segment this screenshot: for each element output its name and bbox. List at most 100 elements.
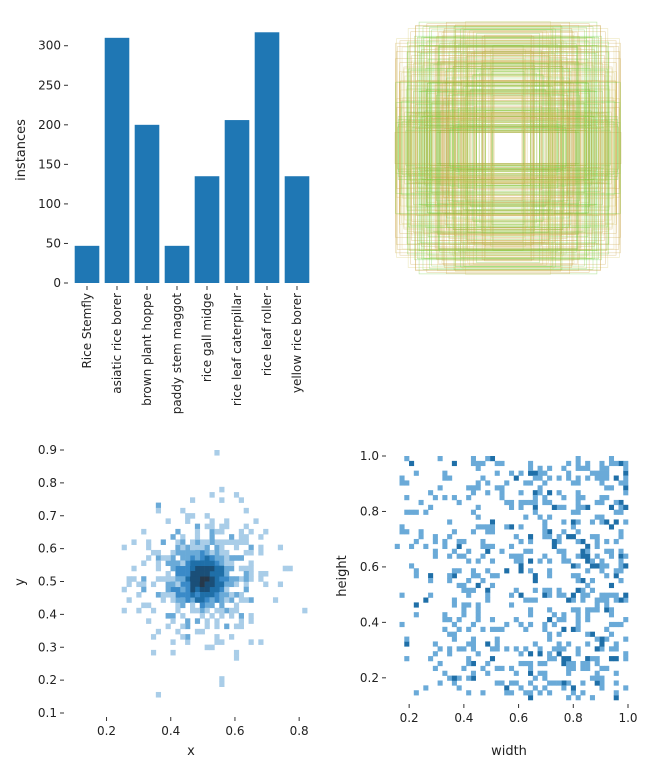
bar-ytick-label: 50 (46, 236, 61, 250)
wh-heat-cell (575, 465, 581, 471)
xy-heat-cell (209, 613, 215, 619)
xy-heat-cell (190, 581, 196, 588)
wh-heat-cell (523, 548, 529, 554)
xy-heat-cell (209, 534, 215, 540)
bbox-outline (418, 21, 598, 275)
wh-heat-cell (542, 524, 548, 530)
xy-heat-cell (243, 534, 249, 540)
xy-heat-cell (209, 539, 215, 545)
wh-heat-cell (513, 617, 519, 623)
wh-heat-cell (528, 534, 534, 540)
xy-heat-cell (180, 576, 186, 582)
wh-heat-cell (542, 480, 548, 486)
wh-heat-cell (528, 690, 534, 696)
wh-heat-cell (509, 690, 515, 696)
bar (284, 176, 310, 283)
wh-heat-cell (447, 519, 453, 525)
bbox-outline (410, 31, 606, 265)
bbox-outline (492, 53, 524, 243)
wh-heat-cell (470, 509, 476, 515)
bbox-outline (396, 38, 620, 258)
xy-heat-cell (214, 623, 220, 630)
wh-heat-cell (561, 617, 567, 623)
wh-heat-cell (442, 612, 448, 618)
wh-heat-cell (542, 470, 548, 476)
bbox-outline (469, 30, 547, 266)
bbox-outline (449, 127, 567, 169)
wh-heat-cell (618, 529, 624, 535)
bbox-outline (475, 60, 541, 236)
bbox-outline (449, 41, 567, 255)
xy-heat-cell (185, 513, 191, 519)
bbox-outline (429, 117, 587, 179)
wh-heat-cell (404, 509, 410, 515)
xy-heat-cell (258, 639, 264, 645)
xy-heat-cell (175, 607, 181, 614)
wh-heat-cell (618, 563, 624, 569)
xy-heat-cell (155, 555, 162, 561)
bbox-outline (459, 120, 557, 176)
wh-heat-cell (580, 548, 586, 554)
wh-heat-cell (618, 621, 624, 628)
xy-heat-cell (165, 623, 171, 630)
wh-heat-cell (413, 538, 419, 545)
wh-heat-cell (528, 665, 534, 672)
xy-heat-cell (150, 634, 157, 640)
wh-heat-cell (409, 543, 415, 550)
wh-heat-cell (599, 665, 605, 672)
xy-xtick-label: 0.4 (161, 724, 180, 738)
xy-heat-cell (224, 570, 230, 577)
bbox-outline (414, 104, 602, 192)
bbox-outline (410, 85, 606, 211)
wh-heat-cell (461, 553, 467, 559)
wh-heat-cell (523, 660, 529, 667)
wh-heat-cell (413, 573, 419, 579)
wh-heat-cell (623, 465, 629, 471)
wh-heat-cell (489, 617, 496, 623)
wh-heat-cell (466, 690, 472, 696)
wh-heat-cell (504, 685, 510, 691)
xy-heat-cell (170, 592, 176, 598)
bbox-outline (407, 51, 609, 245)
wh-heat-cell (532, 675, 538, 681)
wh-heat-cell (542, 675, 548, 681)
xy-heat-cell (175, 592, 181, 598)
wh-heat-cell (594, 656, 600, 662)
wh-heat-cell (570, 509, 576, 515)
xy-heat-cell (199, 602, 205, 609)
xy-heat-cell (219, 555, 225, 561)
wh-heat-cell (461, 665, 467, 672)
wh-heat-cell (432, 548, 438, 554)
wh-heat-cell (604, 636, 610, 642)
wh-heat-cell (580, 553, 586, 559)
wh-heat-cell (594, 660, 600, 667)
bbox-outline (399, 81, 617, 215)
wh-heat-cell (547, 690, 553, 696)
wh-heat-cell (528, 470, 534, 476)
xy-heat-cell (165, 613, 171, 619)
wh-heat-cell (413, 568, 419, 574)
xy-heat-cell (248, 544, 254, 551)
xy-heat-cell (209, 492, 215, 498)
bbox-outline (472, 74, 544, 222)
xy-heat-cell (204, 570, 210, 577)
wh-heat-cell (499, 548, 505, 554)
bbox-outline (403, 68, 613, 228)
wh-heat-cell (566, 665, 572, 672)
xy-heat-cell (243, 549, 249, 556)
wh-ytick-label: 0.4 (360, 615, 379, 629)
wh-heat-cell (509, 680, 515, 686)
xy-heat-cell (229, 534, 235, 540)
xy-heat-cell (204, 623, 210, 630)
xy-heat-cell (204, 576, 210, 582)
bbox-outline (462, 43, 554, 253)
xy-heat-cell (233, 539, 240, 545)
bbox-outline (410, 69, 606, 227)
bar-ytick-label: 300 (38, 39, 61, 53)
wh-heat-cell (489, 573, 496, 579)
xy-heat-cell (214, 576, 220, 582)
wh-heat-cell (589, 656, 595, 662)
bbox-outline (465, 66, 551, 230)
xy-heat-cell (170, 597, 176, 603)
xy-heat-cell (204, 560, 210, 567)
